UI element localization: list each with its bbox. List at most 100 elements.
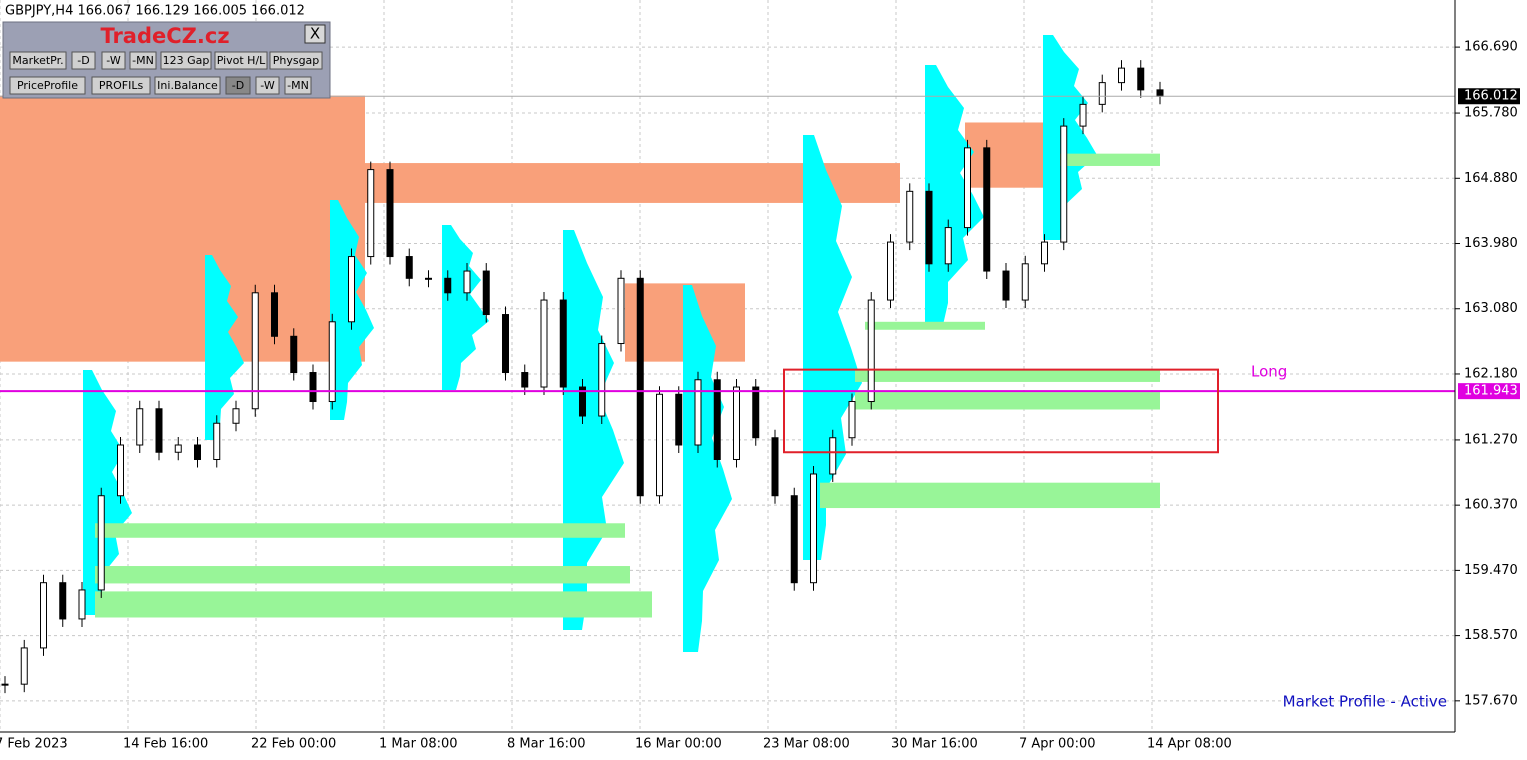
button-bg[interactable]	[101, 51, 126, 70]
toolbar-button[interactable]: Ini.Balance	[154, 76, 221, 95]
y-tick-label: 160.370	[1464, 498, 1518, 513]
candle	[964, 147, 971, 229]
toolbar-button[interactable]: -MN	[129, 51, 157, 70]
candle	[579, 386, 586, 417]
button-bg[interactable]	[284, 76, 312, 95]
button-bg[interactable]	[71, 51, 96, 70]
y-tick-label: 165.780	[1464, 106, 1518, 121]
candle	[1, 683, 9, 686]
x-tick-label: 14 Feb 16:00	[123, 737, 208, 752]
candle	[925, 190, 933, 265]
candle	[983, 147, 991, 272]
x-tick-label: 7 Apr 00:00	[1019, 737, 1096, 752]
candle	[174, 444, 182, 453]
button-label[interactable]: PriceProfile	[17, 79, 78, 92]
button-bg[interactable]	[225, 76, 251, 95]
toolbar-button[interactable]: PriceProfile	[9, 76, 86, 95]
x-tick-label: 23 Mar 08:00	[763, 737, 850, 752]
button-label[interactable]: -D	[77, 54, 89, 67]
logo: TradeCZ.cz	[100, 24, 229, 48]
candle	[867, 299, 875, 403]
candle	[675, 393, 683, 446]
close-button[interactable]	[304, 24, 326, 44]
candle	[194, 444, 201, 460]
button-bg[interactable]	[160, 51, 212, 70]
level-tag	[1458, 383, 1520, 400]
profile-zone	[855, 369, 1160, 382]
toolbar-button[interactable]: -MN	[284, 76, 312, 95]
volume-profile	[83, 370, 132, 615]
profile-zone	[1060, 153, 1160, 166]
y-tick-label: 163.080	[1464, 301, 1518, 316]
button-label[interactable]: Physgap	[273, 54, 320, 67]
candle	[482, 270, 490, 316]
button-label[interactable]: -W	[260, 79, 275, 92]
candle	[521, 372, 529, 388]
button-bg[interactable]	[154, 76, 221, 95]
toolbar-button[interactable]: -D	[225, 76, 251, 95]
toolbar-button[interactable]: PROFILs	[91, 76, 151, 95]
x-tick-label: 30 Mar 16:00	[891, 737, 978, 752]
candle	[694, 379, 702, 446]
candle	[405, 256, 413, 279]
button-bg[interactable]	[214, 51, 268, 70]
candle	[386, 169, 394, 258]
candle	[20, 647, 28, 685]
candle	[598, 343, 606, 417]
button-label[interactable]: MarketPr.	[12, 54, 63, 67]
button-bg[interactable]	[255, 76, 280, 95]
button-bg[interactable]	[9, 51, 67, 70]
volume-profile	[442, 225, 489, 390]
candle	[636, 277, 644, 497]
toolbar-button[interactable]: 123 Gap	[160, 51, 212, 70]
toolbar-button[interactable]: Pivot H/L	[214, 51, 268, 70]
candle	[906, 190, 914, 243]
candle	[117, 444, 124, 497]
button-label[interactable]: PROFILs	[99, 79, 144, 92]
button-bg[interactable]	[269, 51, 323, 70]
volume-profile	[1043, 35, 1097, 240]
candle	[1060, 125, 1068, 243]
y-tick-label: 164.880	[1464, 171, 1518, 186]
candle	[944, 227, 952, 265]
y-tick-label: 158.570	[1464, 628, 1518, 643]
button-bg[interactable]	[9, 76, 86, 95]
plot-area	[0, 0, 1455, 732]
button-bg[interactable]	[91, 76, 151, 95]
toolbar-button[interactable]: -W	[101, 51, 126, 70]
status: Market Profile - Active	[1283, 693, 1447, 711]
button-label[interactable]: 123 Gap	[163, 54, 210, 67]
toolbar-button[interactable]: -W	[255, 76, 280, 95]
candle	[78, 589, 86, 620]
button-label[interactable]: -D	[232, 79, 244, 92]
button-label[interactable]: -MN	[132, 54, 154, 67]
level-label: 161.943	[1464, 384, 1518, 399]
toolbar-button[interactable]: Physgap	[269, 51, 323, 70]
candle	[559, 299, 567, 388]
toolbar-button[interactable]: MarketPr.	[9, 51, 67, 70]
candle	[790, 495, 798, 584]
close-label[interactable]: X	[310, 25, 320, 43]
x-tick-label: 16 Mar 00:00	[635, 737, 722, 752]
candle	[232, 408, 240, 424]
button-bg[interactable]	[129, 51, 157, 70]
candle	[367, 169, 375, 258]
button-label[interactable]: Ini.Balance	[157, 79, 218, 92]
candle	[733, 386, 740, 460]
last-price-label: 166.012	[1464, 89, 1518, 104]
profile-zone	[865, 321, 985, 330]
toolbar-button[interactable]: -D	[71, 51, 96, 70]
candle	[1137, 67, 1145, 91]
profile-zone	[95, 566, 630, 584]
candle	[502, 314, 509, 374]
y-tick-label: 157.670	[1464, 693, 1518, 708]
candle	[752, 386, 760, 439]
y-tick-label: 162.180	[1464, 366, 1518, 381]
profile-zone	[855, 392, 1160, 410]
x-tick-label: 22 Feb 00:00	[251, 737, 336, 752]
candle	[309, 372, 317, 403]
button-label[interactable]: -MN	[287, 79, 309, 92]
button-label[interactable]: Pivot H/L	[217, 54, 266, 67]
button-label[interactable]: -W	[106, 54, 121, 67]
